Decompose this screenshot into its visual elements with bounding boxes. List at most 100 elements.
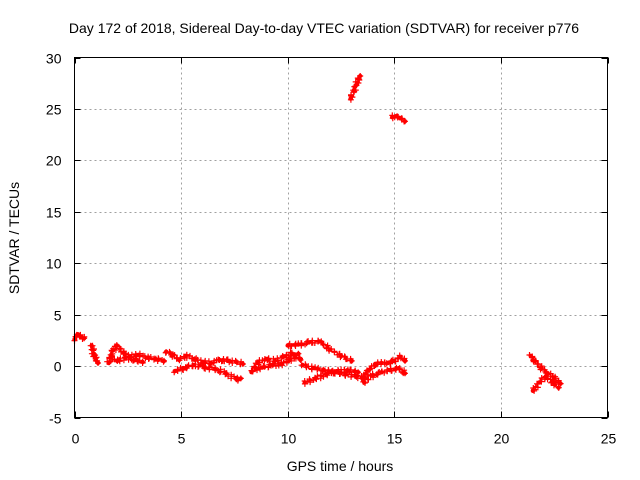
data-point (285, 343, 290, 348)
data-point (402, 119, 408, 124)
series-markers (162, 348, 246, 368)
series-arc-8 (251, 350, 302, 374)
data-point (528, 353, 533, 358)
series-arc-6 (171, 361, 244, 384)
y-tick-label: 10 (46, 256, 62, 272)
data-point (338, 353, 344, 358)
data-point (300, 362, 305, 368)
data-series (71, 73, 564, 394)
data-point (140, 359, 145, 365)
data-point (89, 343, 94, 348)
data-point (390, 115, 395, 120)
data-point (552, 375, 557, 380)
data-point (354, 81, 360, 86)
data-point (537, 380, 542, 385)
data-point (379, 360, 384, 366)
data-point (366, 368, 371, 373)
data-point (225, 358, 231, 364)
data-point (108, 354, 113, 359)
data-point (306, 340, 312, 345)
data-point (313, 376, 318, 381)
data-point (176, 357, 182, 363)
data-point (302, 380, 307, 385)
data-point (272, 358, 278, 364)
data-point (95, 360, 101, 366)
data-point (183, 353, 188, 358)
data-point (328, 347, 333, 352)
x-axis-label: GPS time / hours (287, 458, 394, 474)
data-point (532, 358, 538, 364)
data-point (332, 370, 337, 375)
data-point (136, 352, 141, 357)
data-point (387, 368, 393, 373)
data-point (238, 376, 243, 381)
data-point (114, 358, 120, 364)
data-point (311, 365, 316, 371)
y-tick-label: 15 (46, 205, 62, 221)
x-tick-label: 20 (494, 431, 510, 447)
data-point (398, 116, 403, 121)
data-point (262, 364, 267, 370)
data-point (213, 367, 218, 372)
data-point (539, 365, 544, 371)
data-point (181, 365, 186, 371)
series-arc-5 (162, 348, 246, 368)
data-point (343, 372, 348, 377)
data-point (287, 357, 292, 363)
data-point (121, 350, 126, 355)
data-point (172, 369, 177, 374)
series-arc-14 (347, 73, 364, 103)
data-point (161, 358, 167, 364)
series-arc-17 (530, 373, 562, 394)
data-point (91, 351, 96, 356)
y-tick-label: 0 (54, 359, 62, 375)
series-arc-3 (104, 342, 167, 366)
x-tick-label: 10 (281, 431, 297, 447)
data-point (348, 96, 353, 101)
data-point (217, 357, 222, 363)
data-point (558, 381, 563, 386)
data-point (358, 73, 363, 79)
data-point (370, 373, 376, 378)
data-point (191, 362, 197, 368)
y-axis-label: SDTVAR / TECUs (6, 182, 22, 294)
series-arc-15 (389, 112, 408, 125)
data-point (402, 371, 408, 376)
data-point (270, 362, 275, 368)
y-tick-label: 20 (46, 153, 62, 169)
data-point (296, 342, 301, 347)
data-point (191, 356, 197, 362)
data-point (164, 349, 169, 354)
data-point (543, 374, 548, 379)
y-tick-label: -5 (49, 411, 62, 427)
series-arc-16 (526, 352, 564, 387)
data-point (402, 358, 408, 364)
data-point (362, 380, 367, 385)
y-tick-label: 30 (46, 51, 62, 67)
data-point (396, 365, 401, 371)
data-point (240, 361, 246, 367)
data-point (253, 367, 258, 372)
x-tick-label: 5 (178, 431, 186, 447)
data-point (549, 379, 555, 384)
series-arc-9 (285, 337, 355, 364)
data-point (249, 370, 254, 375)
data-point (385, 360, 391, 366)
data-point (394, 113, 399, 119)
data-point (234, 359, 239, 365)
x-tick-label: 25 (601, 431, 617, 447)
data-point (114, 343, 120, 348)
data-point (296, 351, 301, 356)
grid-lines (74, 57, 608, 418)
data-point (202, 364, 207, 370)
data-point (349, 358, 354, 364)
y-tick-label: 25 (46, 102, 62, 118)
data-point (153, 356, 158, 362)
series-arc-2 (87, 342, 101, 366)
data-point (321, 368, 327, 373)
data-point (144, 355, 150, 360)
data-point (106, 360, 111, 366)
series-arc-4 (108, 353, 146, 366)
data-point (132, 357, 137, 363)
